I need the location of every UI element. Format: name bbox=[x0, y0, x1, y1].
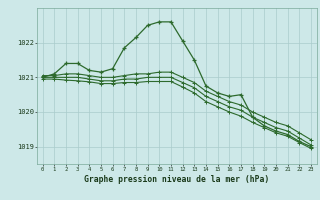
X-axis label: Graphe pression niveau de la mer (hPa): Graphe pression niveau de la mer (hPa) bbox=[84, 175, 269, 184]
